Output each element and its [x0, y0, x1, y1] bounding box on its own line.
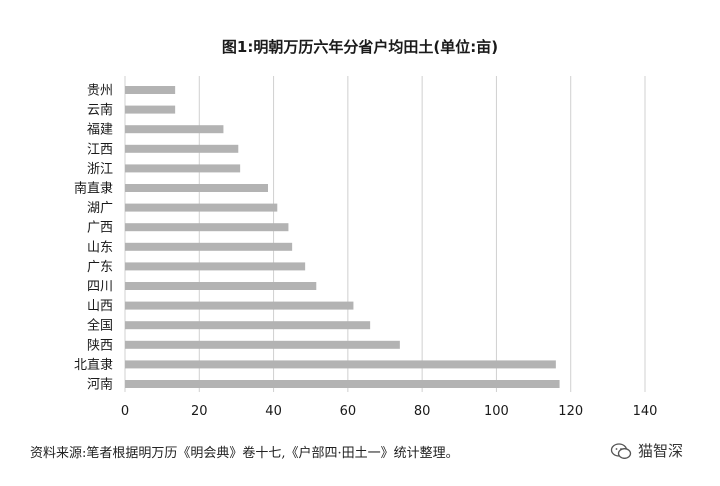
- category-label: 陕西: [87, 338, 113, 353]
- category-label: 江西: [87, 142, 113, 157]
- x-tick-label: 140: [633, 404, 658, 419]
- bar: [125, 164, 241, 173]
- bar: [125, 203, 278, 212]
- category-label: 广东: [87, 260, 113, 275]
- bar: [125, 86, 176, 94]
- bar: [125, 301, 354, 310]
- category-label: 山西: [87, 299, 113, 314]
- bar: [125, 360, 556, 369]
- bar: [125, 262, 306, 271]
- category-label: 贵州: [87, 84, 113, 99]
- source-note: 资料来源:笔者根据明万历《明会典》卷十七,《户部四·田土一》统计整理。: [30, 446, 459, 461]
- bar: [125, 340, 400, 349]
- x-tick-label: 120: [558, 404, 583, 419]
- x-tick-label: 20: [191, 404, 208, 419]
- wechat-icon: [610, 442, 632, 459]
- category-label: 山东: [87, 240, 113, 255]
- bar: [125, 282, 317, 290]
- category-label: 四川: [87, 280, 113, 295]
- category-label: 河南: [87, 377, 113, 393]
- category-label: 浙江: [87, 162, 113, 177]
- bar: [125, 321, 371, 330]
- x-tick-labels: 0 20 40 60 80 100 120 140: [121, 404, 658, 419]
- category-label: 南直隶: [74, 181, 113, 197]
- category-label: 全国: [87, 318, 113, 334]
- x-tick-label: 0: [121, 404, 129, 419]
- chart-title: 图1:明朝万历六年分省户均田土(单位:亩): [221, 38, 499, 56]
- category-label: 北直隶: [74, 358, 113, 373]
- category-label: 湖广: [87, 201, 113, 216]
- category-label: 云南: [87, 102, 113, 118]
- bar: [125, 105, 176, 114]
- bar: [125, 223, 289, 232]
- bar: [125, 380, 560, 388]
- bar: [125, 144, 239, 153]
- bar: [125, 125, 224, 134]
- x-tick-label: 40: [265, 404, 282, 419]
- category-label: 广西: [87, 221, 113, 236]
- x-tick-label: 100: [484, 404, 509, 419]
- bar-layer: [125, 86, 560, 388]
- watermark-text: 猫智深: [638, 442, 684, 460]
- x-tick-label: 80: [414, 404, 431, 419]
- bar: [125, 184, 268, 192]
- grid-layer: [124, 76, 646, 392]
- watermark: 猫智深: [610, 440, 683, 461]
- category-label: 福建: [87, 123, 113, 138]
- bar: [125, 242, 293, 251]
- x-tick-label: 60: [340, 404, 357, 419]
